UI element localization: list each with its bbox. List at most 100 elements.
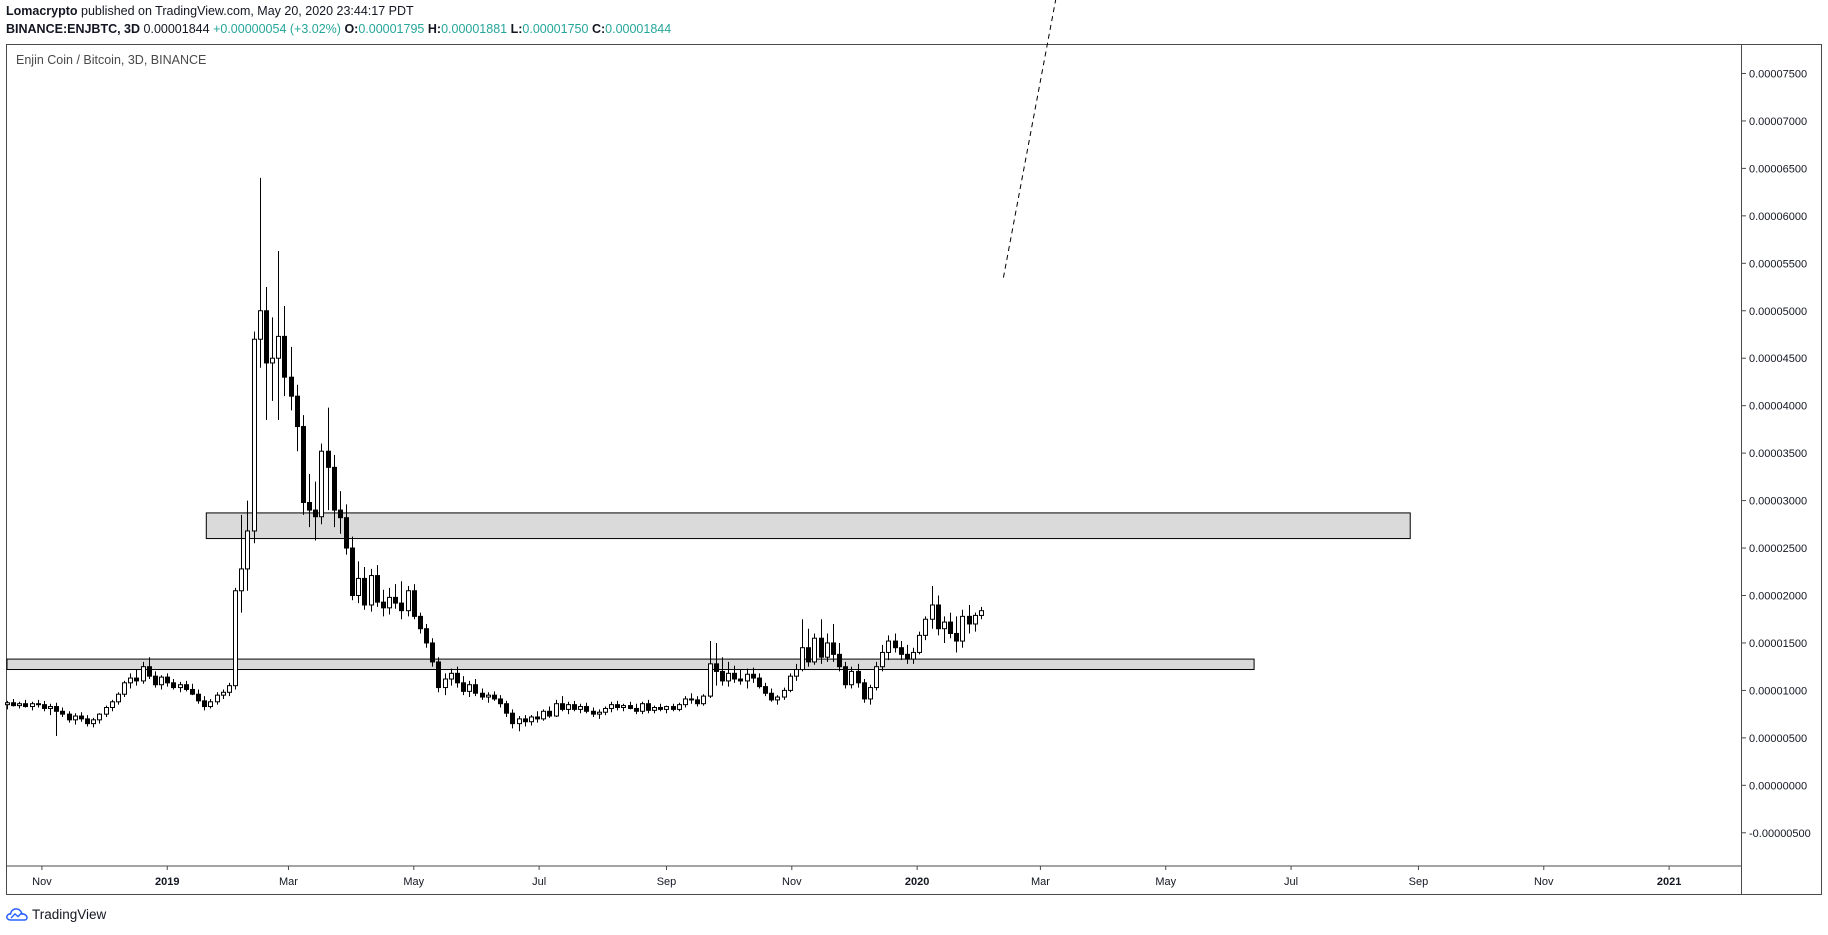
candle-up[interactable] — [973, 614, 978, 625]
candle-up[interactable] — [48, 706, 53, 709]
candle-up[interactable] — [677, 704, 682, 710]
candle-down[interactable] — [899, 647, 904, 655]
trendline[interactable] — [1002, 0, 1245, 278]
candle-up[interactable] — [868, 687, 873, 700]
candle-down[interactable] — [147, 666, 152, 677]
candle-up[interactable] — [886, 640, 891, 653]
candle-down[interactable] — [54, 706, 59, 712]
candle-up[interactable] — [252, 338, 257, 532]
candle-down[interactable] — [473, 684, 478, 694]
candle-down[interactable] — [572, 704, 577, 710]
candle-down[interactable] — [11, 702, 16, 707]
candle-down[interactable] — [67, 713, 72, 721]
candle-down[interactable] — [523, 718, 528, 723]
candle-up[interactable] — [215, 694, 220, 703]
candle-down[interactable] — [42, 704, 47, 709]
candle-down[interactable] — [757, 677, 762, 688]
candle-down[interactable] — [819, 637, 824, 658]
candle-up[interactable] — [930, 604, 935, 620]
candle-down[interactable] — [646, 703, 651, 711]
candle-down[interactable] — [893, 640, 898, 649]
candle-down[interactable] — [689, 698, 694, 701]
candle-up[interactable] — [356, 577, 361, 596]
candle-up[interactable] — [578, 706, 583, 710]
candle-up[interactable] — [30, 703, 35, 708]
candle-up[interactable] — [708, 663, 713, 697]
candle-down[interactable] — [763, 686, 768, 694]
candle-up[interactable] — [233, 590, 238, 687]
candle-up[interactable] — [73, 715, 78, 721]
candle-down[interactable] — [738, 678, 743, 682]
candle-down[interactable] — [60, 710, 65, 715]
candle-down[interactable] — [171, 682, 176, 689]
candle-down[interactable] — [831, 642, 836, 655]
candle-down[interactable] — [634, 707, 639, 712]
candle-up[interactable] — [208, 701, 213, 708]
candle-down[interactable] — [184, 684, 189, 690]
candle-down[interactable] — [295, 395, 300, 428]
candle-up[interactable] — [541, 710, 546, 720]
candle-up[interactable] — [443, 678, 448, 689]
candle-down[interactable] — [134, 677, 139, 682]
candle-up[interactable] — [911, 651, 916, 660]
candle-down[interactable] — [196, 693, 201, 702]
candle-down[interactable] — [967, 615, 972, 625]
candle-down[interactable] — [769, 692, 774, 701]
candle-down[interactable] — [264, 310, 269, 364]
candle-up[interactable] — [369, 575, 374, 606]
candle-up[interactable] — [245, 530, 250, 570]
candle-down[interactable] — [591, 710, 596, 715]
candle-up[interactable] — [775, 696, 780, 701]
chart-pane[interactable] — [6, 44, 1742, 895]
candle-down[interactable] — [362, 577, 367, 606]
candle-up[interactable] — [276, 335, 281, 359]
candle-up[interactable] — [467, 684, 472, 692]
candle-up[interactable] — [122, 682, 127, 695]
candle-down[interactable] — [461, 682, 466, 692]
candle-up[interactable] — [529, 716, 534, 723]
candle-down[interactable] — [628, 705, 633, 709]
candle-up[interactable] — [5, 702, 10, 706]
candle-down[interactable] — [424, 628, 429, 644]
candle-down[interactable] — [504, 703, 509, 714]
candle-down[interactable] — [806, 647, 811, 663]
candle-up[interactable] — [239, 568, 244, 592]
candle-down[interactable] — [393, 596, 398, 604]
candle-up[interactable] — [319, 450, 324, 518]
candle-up[interactable] — [917, 634, 922, 653]
candle-down[interactable] — [560, 703, 565, 710]
candle-up[interactable] — [97, 713, 102, 721]
candle-up[interactable] — [849, 670, 854, 686]
candle-down[interactable] — [695, 699, 700, 705]
candle-down[interactable] — [510, 712, 515, 725]
candle-up[interactable] — [701, 695, 706, 705]
candle-down[interactable] — [615, 704, 620, 708]
candle-down[interactable] — [843, 666, 848, 686]
candle-up[interactable] — [258, 310, 263, 340]
candle-up[interactable] — [554, 703, 559, 717]
candle-up[interactable] — [406, 590, 411, 612]
candle-up[interactable] — [116, 693, 121, 703]
candle-down[interactable] — [153, 675, 158, 686]
candle-down[interactable] — [418, 615, 423, 630]
candle-down[interactable] — [430, 642, 435, 663]
author-name[interactable]: Lomacrypto — [6, 4, 78, 18]
candle-up[interactable] — [486, 694, 491, 698]
candle-up[interactable] — [159, 676, 164, 686]
candle-down[interactable] — [714, 663, 719, 672]
candle-down[interactable] — [658, 706, 663, 710]
candle-down[interactable] — [584, 706, 589, 712]
price-axis[interactable] — [1742, 44, 1822, 895]
candle-up[interactable] — [104, 706, 109, 715]
candle-up[interactable] — [91, 719, 96, 725]
candle-up[interactable] — [664, 706, 669, 710]
candle-down[interactable] — [313, 509, 318, 518]
tradingview-footer[interactable]: TradingView — [6, 903, 106, 925]
candle-up[interactable] — [788, 675, 793, 691]
candle-down[interactable] — [282, 335, 287, 378]
candle-down[interactable] — [338, 509, 343, 519]
candle-down[interactable] — [948, 621, 953, 634]
candle-down[interactable] — [480, 692, 485, 698]
candle-up[interactable] — [387, 596, 392, 609]
